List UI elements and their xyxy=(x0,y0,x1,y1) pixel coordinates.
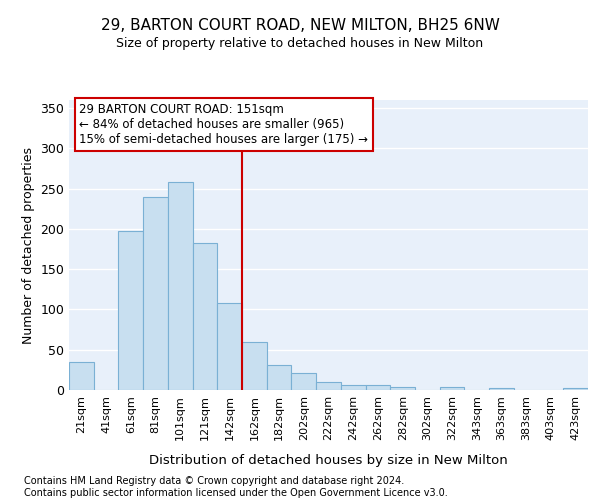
Bar xyxy=(489,388,514,390)
Text: Size of property relative to detached houses in New Milton: Size of property relative to detached ho… xyxy=(116,38,484,51)
Bar xyxy=(118,230,143,390)
Bar xyxy=(316,382,341,390)
Bar xyxy=(390,387,415,390)
Bar xyxy=(69,362,94,390)
Bar xyxy=(341,385,365,390)
Bar xyxy=(242,342,267,390)
Y-axis label: Number of detached properties: Number of detached properties xyxy=(22,146,35,344)
Bar xyxy=(267,365,292,390)
Bar xyxy=(292,373,316,390)
Bar xyxy=(193,242,217,390)
Bar xyxy=(440,387,464,390)
Bar xyxy=(168,182,193,390)
Bar xyxy=(365,385,390,390)
Text: Contains HM Land Registry data © Crown copyright and database right 2024.
Contai: Contains HM Land Registry data © Crown c… xyxy=(24,476,448,498)
Bar xyxy=(563,388,588,390)
X-axis label: Distribution of detached houses by size in New Milton: Distribution of detached houses by size … xyxy=(149,454,508,467)
Bar xyxy=(143,196,168,390)
Text: 29, BARTON COURT ROAD, NEW MILTON, BH25 6NW: 29, BARTON COURT ROAD, NEW MILTON, BH25 … xyxy=(101,18,499,32)
Text: 29 BARTON COURT ROAD: 151sqm
← 84% of detached houses are smaller (965)
15% of s: 29 BARTON COURT ROAD: 151sqm ← 84% of de… xyxy=(79,103,368,146)
Bar xyxy=(217,303,242,390)
